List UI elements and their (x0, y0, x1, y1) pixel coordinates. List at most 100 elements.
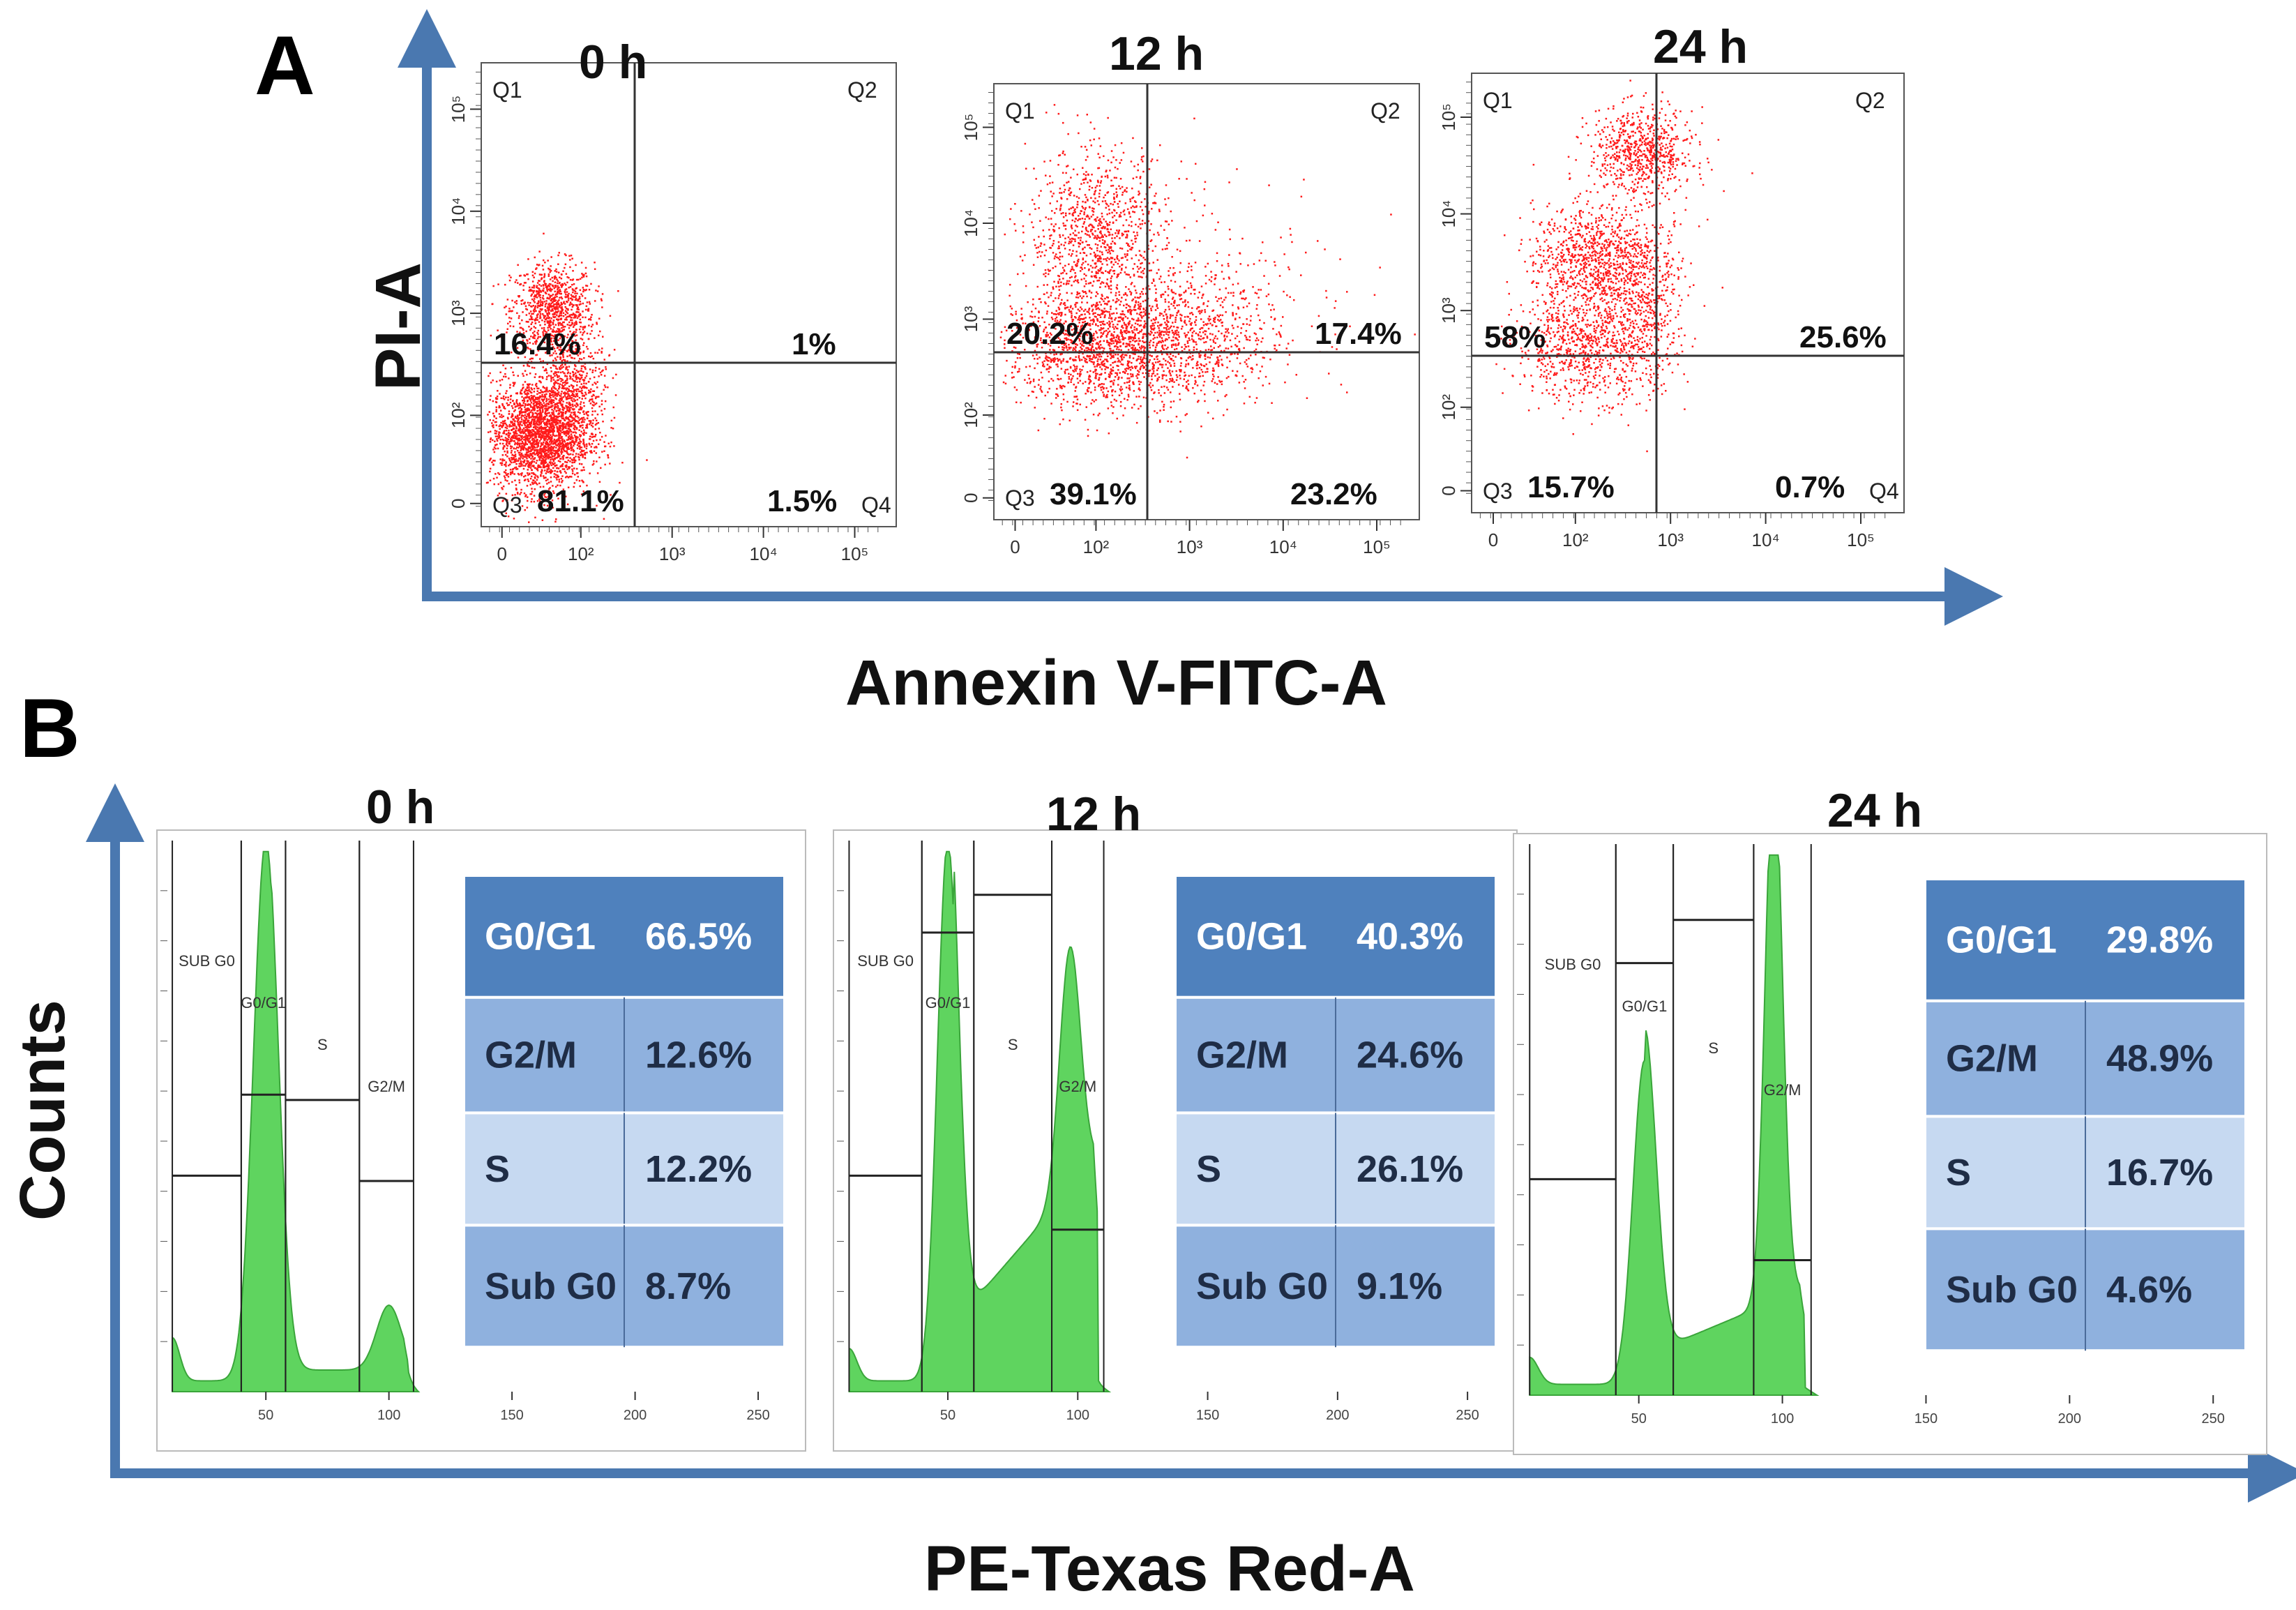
scatter-point (1087, 269, 1090, 271)
scatter-point (571, 461, 574, 464)
scatter-point (524, 509, 526, 511)
scatter-point (571, 284, 573, 286)
scatter-point (566, 447, 568, 449)
scatter-point (1097, 269, 1099, 271)
scatter-point (601, 352, 603, 354)
scatter-point (590, 424, 593, 427)
scatter-point (1096, 247, 1098, 249)
scatter-point (520, 389, 523, 391)
scatter-point (536, 467, 538, 469)
scatter-point (535, 343, 537, 345)
scatter-point (1136, 313, 1138, 315)
scatter-point (578, 480, 581, 482)
scatter-point (547, 406, 550, 408)
scatter-point (1066, 181, 1068, 184)
scatter-point (564, 313, 567, 316)
scatter-point (1079, 188, 1081, 190)
scatter-point (1165, 184, 1168, 186)
scatter-point (603, 518, 605, 520)
scatter-point (554, 394, 556, 397)
scatter-point (519, 465, 521, 467)
scatter-point (529, 467, 532, 469)
scatter-point (581, 333, 584, 336)
scatter-point (1066, 198, 1068, 200)
scatter-point (569, 336, 571, 339)
scatter-point (533, 482, 536, 484)
scatter-point (536, 446, 538, 449)
scatter-point (542, 410, 544, 412)
scatter-point (586, 445, 588, 447)
scatter-point (524, 430, 526, 432)
scatter-point (552, 419, 554, 422)
scatter-point (1092, 211, 1095, 213)
scatter-point (535, 437, 537, 439)
scatter-point (538, 430, 540, 432)
scatter-point (538, 451, 541, 453)
scatter-point (1077, 279, 1079, 281)
scatter-point (547, 407, 549, 410)
scatter-point (523, 443, 525, 446)
scatter-point (548, 470, 551, 473)
scatter-point (596, 423, 598, 425)
scatter-point (550, 439, 552, 442)
scatter-point (556, 393, 559, 396)
scatter-point (572, 449, 575, 451)
scatter-point (583, 386, 585, 389)
scatter-point (1044, 269, 1047, 271)
scatter-point (584, 457, 587, 460)
scatter-point (1098, 329, 1101, 331)
scatter-point (533, 465, 535, 467)
scatter-point (543, 301, 545, 303)
scatter-point (527, 342, 529, 345)
scatter-point (581, 389, 583, 392)
scatter-point (589, 377, 591, 380)
scatter-point (535, 444, 537, 446)
scatter-point (1116, 235, 1118, 237)
scatter-point (554, 449, 557, 452)
scatter-point (545, 479, 547, 482)
scatter-point (506, 480, 508, 482)
scatter-point (566, 391, 569, 393)
scatter-point (1110, 285, 1112, 287)
scatter-point (548, 313, 550, 315)
flow-plot-title: 0 h (579, 36, 647, 89)
scatter-point (585, 412, 588, 415)
scatter-point (527, 440, 529, 442)
scatter-point (1069, 194, 1071, 197)
scatter-point (500, 397, 502, 400)
scatter-point (577, 476, 579, 478)
scatter-point (576, 308, 578, 310)
scatter-point (524, 426, 527, 428)
scatter-point (593, 390, 596, 392)
scatter-point (516, 420, 519, 423)
scatter-point (530, 422, 532, 425)
scatter-point (564, 426, 567, 429)
scatter-point (526, 449, 528, 451)
scatter-point (1011, 314, 1013, 316)
scatter-point (534, 334, 536, 337)
scatter-point (547, 293, 550, 296)
scatter-point (1103, 155, 1105, 158)
scatter-point (559, 470, 561, 473)
scatter-point (560, 310, 563, 313)
scatter-point (545, 409, 548, 412)
scatter-point (571, 417, 573, 419)
scatter-point (570, 376, 572, 378)
scatter-point (547, 430, 550, 432)
scatter-point (531, 456, 534, 458)
scatter-point (575, 479, 578, 481)
scatter-point (607, 456, 610, 459)
scatter-point (550, 398, 552, 401)
scatter-point (528, 409, 531, 412)
scatter-point (552, 323, 554, 326)
scatter-point (550, 396, 552, 399)
scatter-point (1057, 275, 1059, 277)
quadrant-name-Q4: Q4 (861, 492, 891, 518)
scatter-point (541, 435, 543, 437)
scatter-point (1065, 214, 1067, 217)
scatter-point (552, 285, 554, 287)
scatter-point (555, 330, 558, 332)
scatter-point (598, 317, 601, 319)
scatter-point (574, 395, 576, 398)
scatter-point (488, 375, 490, 377)
